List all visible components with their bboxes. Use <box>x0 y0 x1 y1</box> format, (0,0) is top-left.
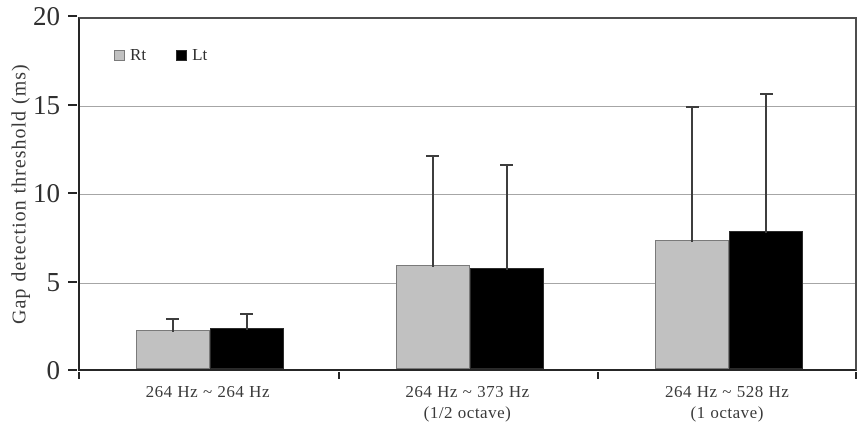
x-category-label-1: 264 Hz ~ 264 Hz <box>145 382 270 401</box>
error-cap-rt-group1 <box>166 317 180 320</box>
legend-item-rt: Rt <box>114 45 146 65</box>
x-axis-tick-1 <box>337 372 340 379</box>
error-cap-lt-group1 <box>240 312 254 315</box>
error-cap-lt-group2 <box>500 163 513 166</box>
bar-rt-group3 <box>655 239 730 369</box>
error-bar-lt-group1 <box>245 312 248 331</box>
y-axis-tick-10 <box>68 192 77 194</box>
y-tick-label-15: 15 <box>33 89 60 120</box>
bar-rt-group1 <box>135 330 210 369</box>
y-tick-label-10: 10 <box>33 178 60 208</box>
legend: Rt Lt <box>114 45 207 65</box>
y-tick-label-20: 20 <box>33 1 60 31</box>
legend-swatch-rt <box>114 49 125 61</box>
y-tick-label-5: 5 <box>46 266 61 297</box>
y-axis-tick-5 <box>68 280 77 283</box>
plot-area: Rt Lt <box>78 17 857 371</box>
y-axis-tick-0 <box>68 369 77 371</box>
legend-item-lt: Lt <box>176 45 207 65</box>
error-cap-lt-group3 <box>759 93 773 96</box>
y-tick-label-0: 0 <box>46 355 61 385</box>
legend-swatch-lt <box>176 49 188 61</box>
error-cap-rt-group3 <box>685 105 699 108</box>
error-bar-lt-group2 <box>505 163 508 271</box>
gridline-15 <box>80 105 855 107</box>
gridline-10 <box>80 194 855 195</box>
x-axis-tick-2 <box>597 372 600 379</box>
x-category-label-3: 264 Hz ~ 528 Hz (1 octave) <box>664 382 790 422</box>
error-cap-rt-group2 <box>426 155 439 158</box>
error-bar-rt-group3 <box>691 105 694 242</box>
error-bar-rt-group2 <box>431 155 434 267</box>
bar-lt-group3 <box>729 230 804 369</box>
legend-label-lt: Lt <box>192 45 208 64</box>
y-axis-tick-15 <box>68 103 77 106</box>
legend-label-rt: Rt <box>130 45 147 64</box>
x-category-label-2: 264 Hz ~ 373 Hz (1/2 octave) <box>405 382 530 422</box>
bar-lt-group1 <box>209 328 284 369</box>
y-axis-tick-20 <box>68 15 77 17</box>
error-bar-lt-group3 <box>765 93 768 233</box>
x-axis-tick-3 <box>855 372 857 379</box>
error-bar-rt-group1 <box>171 317 174 333</box>
bar-rt-group2 <box>395 264 470 369</box>
bar-lt-group2 <box>469 268 544 369</box>
x-axis-tick-0 <box>78 372 80 379</box>
